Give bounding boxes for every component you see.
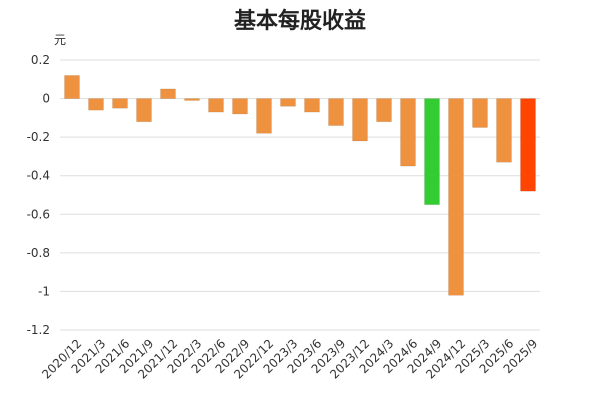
bar-2022-9: [232, 98, 248, 115]
bar-2022-6: [208, 98, 224, 113]
bar-2024-12: [448, 98, 464, 296]
bar-2023-9: [328, 98, 344, 126]
y-tick-label: -1: [38, 284, 50, 298]
bar-2021-12: [160, 88, 176, 99]
bar-2024-3: [376, 98, 392, 123]
bar-2021-3: [88, 98, 104, 111]
chart-title: 基本每股收益: [234, 8, 366, 34]
bar-2020-12: [64, 75, 80, 99]
bar-2023-6: [304, 98, 320, 113]
y-tick-label: 0: [42, 92, 50, 106]
bar-2024-9: [424, 98, 440, 205]
bar-2025-9: [520, 98, 536, 192]
y-tick-label: -0.4: [27, 169, 50, 183]
y-tick-label: -0.2: [27, 130, 50, 144]
bar-2021-6: [112, 98, 128, 109]
bar-2025-6: [496, 98, 512, 163]
y-tick-label: -0.6: [27, 207, 50, 221]
bar-2025-3: [472, 98, 488, 128]
y-axis-ticks: 0.2 0 -0.2 -0.4 -0.6 -0.8 -1 -1.2: [27, 53, 50, 337]
bar-2023-12: [352, 98, 368, 142]
bar-2021-9: [136, 98, 152, 123]
y-tick-label: -0.8: [27, 246, 50, 260]
bar-2022-12: [256, 98, 272, 134]
gridlines: [60, 59, 540, 331]
bar-2022-3: [184, 98, 200, 101]
y-tick-label: -1.2: [27, 323, 50, 337]
bars: [64, 75, 536, 296]
bar-2024-6: [400, 98, 416, 167]
y-tick-label: 0.2: [31, 53, 50, 67]
x-axis-ticks: 2020/122021/32021/62021/92021/122022/320…: [39, 336, 540, 381]
bar-2023-3: [280, 98, 296, 107]
y-axis-unit-label: 元: [54, 33, 66, 47]
